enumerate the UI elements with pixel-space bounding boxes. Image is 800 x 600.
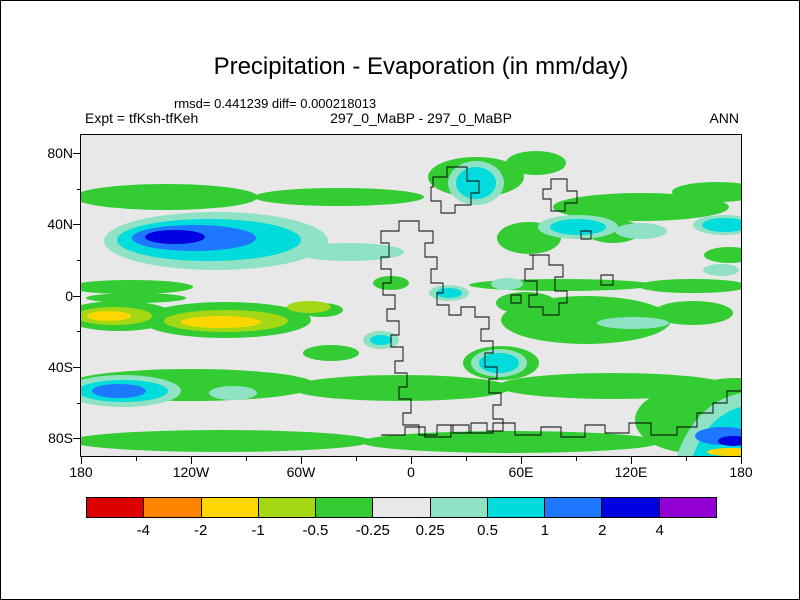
colorbar — [86, 497, 717, 518]
y-tick-mark — [73, 366, 81, 368]
colorbar-tick-label: -0.5 — [302, 522, 329, 539]
y-tick-label: 80N — [47, 144, 73, 161]
y-minor-tick-mark — [77, 188, 81, 190]
x-minor-tick-mark — [136, 457, 137, 461]
x-tick-mark — [631, 457, 632, 464]
colorbar-tick-label: 1 — [540, 522, 550, 539]
x-tick-label: 120E — [614, 464, 648, 480]
colorbar-segment-8 — [544, 497, 603, 518]
colorbar-tick-label: 0.5 — [477, 522, 498, 539]
colorbar-segment-3 — [257, 497, 317, 518]
colorbar-tick-label: -2 — [194, 522, 208, 539]
x-minor-tick-mark — [466, 457, 467, 461]
colorbar-segment-6 — [429, 497, 488, 518]
y-tick-mark — [73, 224, 81, 226]
positive-anomaly-contours — [65, 161, 757, 456]
case-title: 297_0_MaBP - 297_0_MaBP — [330, 110, 512, 126]
x-minor-tick-mark — [356, 457, 357, 461]
season-label: ANN — [709, 110, 739, 126]
colorbar-segment-2 — [200, 497, 259, 518]
x-minor-tick-mark — [686, 457, 687, 461]
colorbar-segment-5 — [372, 497, 431, 518]
coastline-outlines — [380, 166, 741, 438]
colorbar-segment-7 — [486, 497, 546, 518]
colorbar-tick-label: -1 — [251, 522, 265, 539]
x-tick-label: 60E — [508, 464, 534, 480]
y-tick-mark — [73, 295, 81, 297]
colorbar-segment-10 — [658, 497, 717, 518]
experiment-label: Expt = tfKsh-tfKeh — [85, 110, 199, 126]
y-tick-label: 40N — [47, 216, 73, 233]
x-tick-mark — [521, 457, 522, 464]
x-tick-mark — [191, 457, 192, 464]
x-tick-label: 180 — [729, 464, 753, 480]
colorbar-tick-label: -4 — [136, 522, 151, 539]
colorbar-segment-1 — [143, 497, 202, 518]
colorbar-tick-label: 4 — [655, 522, 664, 539]
colorbar-tick-label: 2 — [598, 522, 607, 539]
colorbar-segment-9 — [601, 497, 660, 518]
x-tick-label: 120W — [172, 464, 210, 480]
x-minor-tick-mark — [246, 457, 247, 461]
x-tick-label: 180 — [69, 464, 93, 480]
y-minor-tick-mark — [77, 402, 81, 404]
x-tick-mark — [301, 457, 302, 464]
x-tick-mark — [411, 457, 412, 464]
y-minor-tick-mark — [77, 259, 81, 261]
x-minor-tick-mark — [576, 457, 577, 461]
stats-line: rmsd= 0.441239 diff= 0.000218013 — [174, 96, 377, 111]
y-tick-label: 0 — [65, 287, 73, 304]
colorbar-tick-label: 0.25 — [415, 522, 445, 539]
colorbar-segment-4 — [315, 497, 374, 518]
y-tick-label: 40S — [48, 358, 73, 375]
x-tick-mark — [741, 457, 742, 464]
y-tick-label: 80S — [48, 430, 73, 447]
map-frame — [64, 134, 776, 457]
y-tick-mark — [73, 438, 81, 440]
contour-map — [64, 151, 776, 456]
x-tick-label: 0 — [407, 464, 415, 480]
colorbar-segment-0 — [86, 497, 145, 518]
plot-title: Precipitation - Evaporation (in mm/day) — [213, 53, 629, 80]
x-tick-label: 60W — [286, 464, 316, 480]
colorbar-tick-label: -0.25 — [355, 522, 390, 539]
y-minor-tick-mark — [77, 331, 81, 333]
y-tick-mark — [73, 152, 81, 154]
x-tick-mark — [81, 457, 82, 464]
